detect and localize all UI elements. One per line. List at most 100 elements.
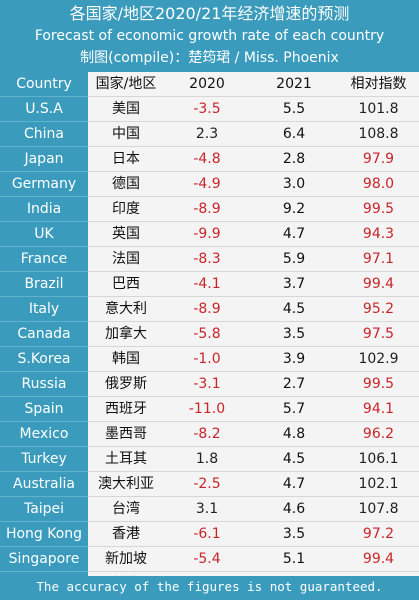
table-row: Japan 日本 -4.8 2.8 97.9	[0, 146, 419, 172]
cell-region: 西班牙	[88, 396, 164, 422]
cell-country: Spain	[0, 396, 88, 422]
disclaimer-footer: The accuracy of the figures is not guara…	[0, 576, 419, 600]
cell-relative-index: 97.5	[338, 321, 419, 347]
cell-2021-value: 5.7	[250, 396, 338, 422]
cell-2021-value: 4.6	[250, 496, 338, 522]
table-row: Hong Kong 香港 -6.1 3.5 97.2	[0, 521, 419, 547]
cell-2021-value: 2.7	[250, 371, 338, 397]
table-row: Russia 俄罗斯 -3.1 2.7 99.5	[0, 371, 419, 397]
cell-2020-value: -8.3	[164, 246, 250, 272]
cell-relative-index: 99.5	[338, 371, 419, 397]
cell-relative-index: 97.1	[338, 246, 419, 272]
cell-country: Germany	[0, 171, 88, 197]
cell-relative-index: 102.9	[338, 346, 419, 372]
column-header-index: 相对指数	[338, 72, 419, 97]
cell-2020-value: -4.9	[164, 171, 250, 197]
cell-region: 意大利	[88, 296, 164, 322]
cell-region: 加拿大	[88, 321, 164, 347]
cell-2021-value: 5.5	[250, 96, 338, 122]
cell-country: UK	[0, 221, 88, 247]
cell-2020-value: -3.1	[164, 371, 250, 397]
cell-country: India	[0, 196, 88, 222]
cell-region: 中国	[88, 121, 164, 147]
cell-country: U.S.A	[0, 96, 88, 122]
cell-region: 墨西哥	[88, 421, 164, 447]
table-row: France 法国 -8.3 5.9 97.1	[0, 246, 419, 272]
cell-relative-index: 107.8	[338, 496, 419, 522]
table-row: Australia 澳大利亚 -2.5 4.7 102.1	[0, 471, 419, 497]
table-row: Italy 意大利 -8.9 4.5 95.2	[0, 296, 419, 322]
cell-region: 印度	[88, 196, 164, 222]
cell-relative-index: 95.2	[338, 296, 419, 322]
cell-2021-value: 4.5	[250, 296, 338, 322]
table-row: Germany 德国 -4.9 3.0 98.0	[0, 171, 419, 197]
cell-region: 韩国	[88, 346, 164, 372]
column-header-2020: 2020	[164, 72, 250, 97]
cell-2021-value: 5.9	[250, 246, 338, 272]
cell-region: 俄罗斯	[88, 371, 164, 397]
cell-country: France	[0, 246, 88, 272]
cell-relative-index: 96.2	[338, 421, 419, 447]
cell-relative-index: 102.1	[338, 471, 419, 497]
cell-region: 土耳其	[88, 446, 164, 472]
cell-2021-value: 4.8	[250, 421, 338, 447]
cell-relative-index: 108.8	[338, 121, 419, 147]
cell-2020-value: -5.4	[164, 546, 250, 572]
cell-2020-value: 3.1	[164, 496, 250, 522]
cell-2021-value: 2.8	[250, 146, 338, 172]
title-cn: 各国家/地区2020/21年经济增速的预测	[69, 4, 350, 23]
cell-region: 日本	[88, 146, 164, 172]
cell-region: 新加坡	[88, 546, 164, 572]
cell-2020-value: 2.3	[164, 121, 250, 147]
table-row: Turkey 土耳其 1.8 4.5 106.1	[0, 446, 419, 472]
cell-region: 美国	[88, 96, 164, 122]
cell-relative-index: 99.4	[338, 271, 419, 297]
cell-2020-value: -4.8	[164, 146, 250, 172]
cell-country: Turkey	[0, 446, 88, 472]
cell-country: Canada	[0, 321, 88, 347]
cell-2021-value: 6.4	[250, 121, 338, 147]
cell-2021-value: 3.9	[250, 346, 338, 372]
title-en: Forecast of economic growth rate of each…	[34, 28, 385, 44]
cell-country: Hong Kong	[0, 521, 88, 547]
cell-country: Mexico	[0, 421, 88, 447]
cell-2020-value: -8.2	[164, 421, 250, 447]
table-header-row: Country 国家/地区 2020 2021 相对指数	[0, 72, 419, 97]
table-row: UK 英国 -9.9 4.7 94.3	[0, 221, 419, 247]
cell-relative-index: 101.8	[338, 96, 419, 122]
cell-country: Russia	[0, 371, 88, 397]
table-row: U.S.A 美国 -3.5 5.5 101.8	[0, 96, 419, 122]
table-row: Singapore 新加坡 -5.4 5.1 99.4	[0, 546, 419, 572]
cell-2021-value: 5.1	[250, 546, 338, 572]
cell-country: China	[0, 121, 88, 147]
chart-header: 各国家/地区2020/21年经济增速的预测 Forecast of econom…	[0, 0, 419, 72]
cell-2021-value: 3.5	[250, 521, 338, 547]
cell-region: 香港	[88, 521, 164, 547]
cell-relative-index: 106.1	[338, 446, 419, 472]
cell-country: Singapore	[0, 546, 88, 572]
table-body: U.S.A 美国 -3.5 5.5 101.8 China 中国 2.3 6.4 108.8 Jap…	[0, 96, 419, 596]
cell-relative-index: 99.5	[338, 196, 419, 222]
table-row: S.Korea 韩国 -1.0 3.9 102.9	[0, 346, 419, 372]
cell-country: Italy	[0, 296, 88, 322]
table-row: Brazil 巴西 -4.1 3.7 99.4	[0, 271, 419, 297]
cell-2021-value: 4.7	[250, 221, 338, 247]
cell-relative-index: 99.4	[338, 546, 419, 572]
cell-2020-value: -8.9	[164, 296, 250, 322]
cell-2020-value: -8.9	[164, 196, 250, 222]
cell-relative-index: 97.2	[338, 521, 419, 547]
cell-country: Japan	[0, 146, 88, 172]
cell-2020-value: 1.8	[164, 446, 250, 472]
cell-region: 法国	[88, 246, 164, 272]
cell-region: 澳大利亚	[88, 471, 164, 497]
table-row: India 印度 -8.9 9.2 99.5	[0, 196, 419, 222]
cell-relative-index: 94.1	[338, 396, 419, 422]
cell-relative-index: 94.3	[338, 221, 419, 247]
cell-country: Australia	[0, 471, 88, 497]
cell-2020-value: -4.1	[164, 271, 250, 297]
cell-2021-value: 3.0	[250, 171, 338, 197]
cell-relative-index: 98.0	[338, 171, 419, 197]
cell-2021-value: 3.5	[250, 321, 338, 347]
cell-2020-value: -3.5	[164, 96, 250, 122]
table-row: Spain 西班牙 -11.0 5.7 94.1	[0, 396, 419, 422]
